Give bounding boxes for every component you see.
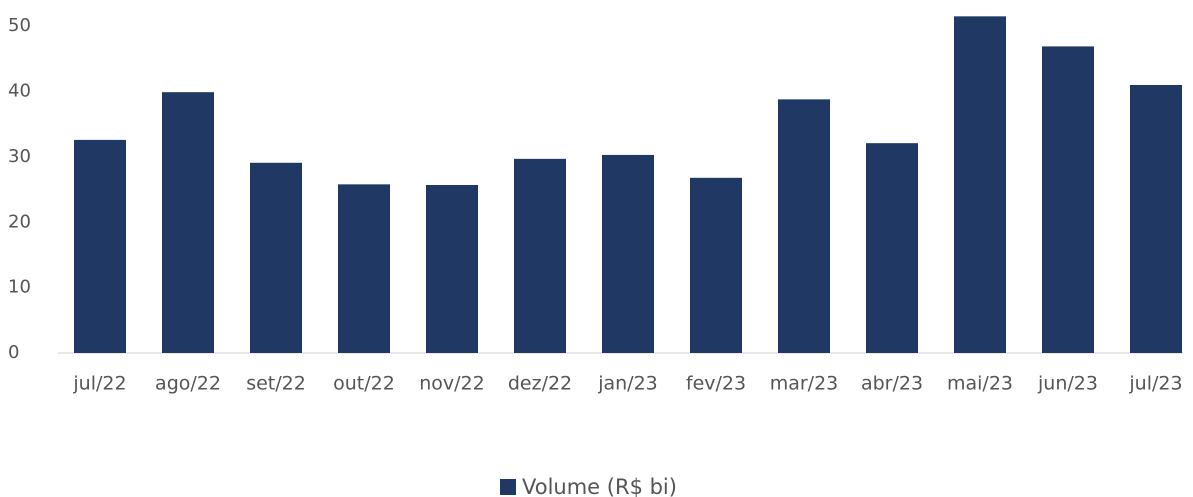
x-tick-label: nov/22 [419, 373, 485, 395]
x-tick-label: mai/23 [947, 373, 1013, 395]
bar [426, 184, 478, 353]
x-tick-label: jul/23 [1128, 373, 1182, 395]
legend-swatch [500, 479, 516, 495]
bar [162, 92, 214, 353]
x-tick-label: mar/23 [770, 373, 839, 395]
x-tick-label: dez/22 [508, 373, 572, 395]
bar [954, 16, 1006, 354]
bar [338, 184, 390, 353]
x-tick-label: out/22 [333, 373, 395, 395]
bar [1042, 46, 1094, 353]
y-tick-label: 30 [8, 146, 31, 167]
bar [690, 177, 742, 353]
x-tick-label: set/22 [246, 373, 306, 395]
x-tick-label: abr/23 [861, 373, 923, 395]
y-tick-label: 20 [8, 211, 31, 232]
x-tick-label: fev/23 [686, 373, 746, 395]
bar [778, 99, 830, 353]
y-tick-label: 10 [8, 277, 31, 298]
x-tick-label: ago/22 [155, 373, 221, 395]
y-tick-label: 50 [8, 15, 31, 36]
y-tick-label: 0 [8, 342, 19, 363]
x-tick-label: jul/22 [72, 373, 126, 395]
x-tick-label: jun/23 [1037, 373, 1098, 395]
x-tick-label: jan/23 [597, 373, 658, 395]
bar [74, 139, 126, 353]
legend-label: Volume (R$ bi) [522, 475, 677, 497]
bar [866, 143, 918, 353]
bar [602, 154, 654, 353]
bar [250, 162, 302, 353]
y-tick-label: 40 [8, 81, 31, 102]
bar [514, 158, 566, 353]
bar [1130, 84, 1182, 354]
